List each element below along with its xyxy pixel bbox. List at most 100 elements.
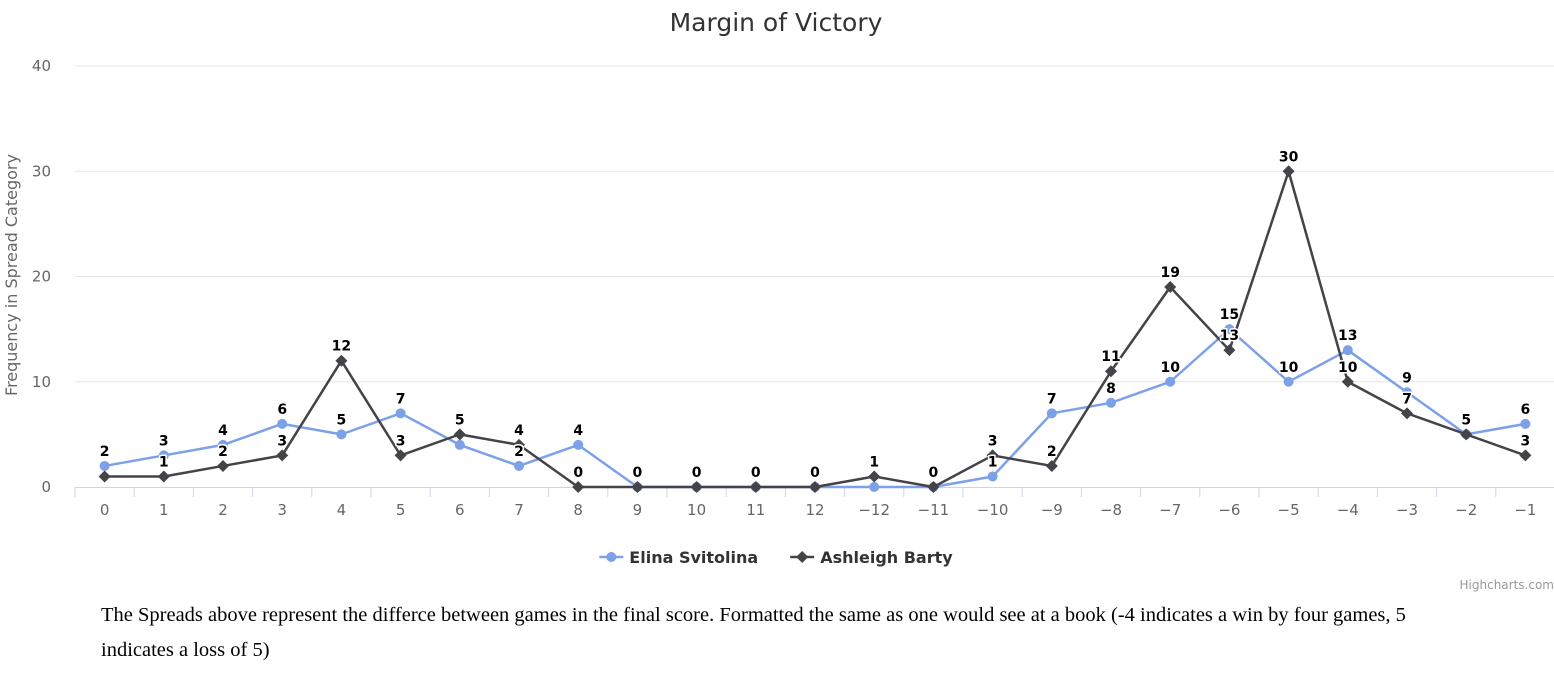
data-point (98, 470, 111, 483)
data-label: 7 (396, 391, 406, 407)
x-tick-label: 6 (455, 501, 465, 519)
data-point (572, 481, 585, 493)
data-point (1046, 408, 1057, 419)
legend-label: Elina Svitolina (629, 548, 758, 567)
y-tick-label: 0 (41, 478, 51, 496)
chart-title: Margin of Victory (670, 8, 883, 37)
data-label: 12 (332, 339, 351, 355)
x-tick-label: −12 (858, 501, 890, 519)
data-label: 1 (869, 454, 879, 470)
data-point (1520, 418, 1531, 429)
x-tick-label: 2 (218, 501, 228, 519)
y-tick-label: 40 (32, 57, 51, 75)
data-point (1519, 449, 1532, 462)
data-point (395, 408, 406, 419)
data-label: 2 (1047, 444, 1057, 460)
x-tick-label: 3 (277, 501, 287, 519)
highcharts-credits[interactable]: Highcharts.com (1460, 578, 1554, 592)
data-label: 5 (455, 412, 465, 428)
data-point (99, 460, 110, 471)
data-label: 5 (337, 412, 347, 428)
data-point (868, 470, 881, 483)
data-point (394, 449, 407, 462)
data-label: 0 (929, 465, 939, 481)
data-point (1282, 165, 1295, 178)
series-ashleigh-barty (98, 165, 1532, 493)
data-point (277, 418, 288, 429)
data-point (276, 449, 289, 462)
data-label: 10 (1160, 360, 1180, 376)
data-point (217, 459, 229, 472)
x-tick-label: 8 (573, 501, 583, 519)
data-label: 3 (159, 433, 169, 449)
x-tick-label: 0 (100, 501, 110, 519)
data-label: 7 (1402, 391, 1412, 407)
series-line (103, 327, 1527, 489)
data-point (454, 439, 465, 450)
data-point (1402, 387, 1412, 398)
data-point (1224, 324, 1235, 335)
x-tick-label: 11 (746, 501, 765, 519)
y-tick-label: 20 (32, 268, 51, 286)
data-label: 0 (810, 465, 820, 481)
data-point (690, 481, 703, 493)
legend: Elina Svitolina Ashleigh Barty (599, 548, 953, 567)
data-point (809, 481, 821, 493)
legend-item-elina-svitolina[interactable]: Elina Svitolina (599, 548, 758, 567)
gridlines (75, 65, 1554, 383)
data-label: 1 (159, 454, 169, 470)
x-tick-label: 9 (633, 501, 643, 519)
data-point (1342, 345, 1353, 356)
y-tick-label: 30 (32, 162, 51, 180)
x-tick-label: 1 (159, 501, 169, 519)
legend-marker (796, 551, 809, 563)
series-line (103, 170, 1527, 489)
y-tick-label: 10 (32, 373, 51, 391)
data-point (1105, 365, 1117, 378)
data-point (1165, 376, 1176, 387)
data-label: 2 (514, 444, 524, 460)
data-point (514, 460, 524, 471)
data-label: 19 (1160, 265, 1179, 281)
data-label: 0 (751, 465, 761, 481)
data-point (986, 449, 999, 462)
data-label: 3 (396, 433, 406, 449)
data-point (453, 428, 466, 441)
x-tick-label: −5 (1278, 501, 1300, 519)
data-point (158, 450, 169, 461)
data-label: 4 (514, 423, 524, 439)
x-tick-label: 4 (337, 501, 347, 519)
data-label: 5 (1461, 412, 1471, 428)
x-tick-label: −9 (1041, 501, 1063, 519)
data-label: 13 (1220, 328, 1239, 344)
data-point (1106, 397, 1116, 408)
series-layer (98, 165, 1532, 493)
x-tick-label: −10 (977, 501, 1009, 519)
data-point (631, 481, 644, 493)
x-tick-label: 7 (514, 501, 524, 519)
data-point (1341, 375, 1354, 388)
data-point (1045, 459, 1058, 472)
data-label: 3 (277, 433, 287, 449)
data-point (336, 429, 347, 440)
data-label: 0 (573, 465, 583, 481)
data-point (1164, 281, 1177, 294)
data-label: 4 (218, 423, 228, 439)
data-label: 10 (1279, 360, 1299, 376)
data-label: 13 (1338, 328, 1357, 344)
data-point (157, 470, 170, 483)
data-point (513, 438, 525, 451)
legend-marker (606, 552, 617, 562)
data-point (987, 471, 998, 482)
data-label: 0 (692, 465, 702, 481)
x-tick-label: −6 (1218, 501, 1240, 519)
data-point (1223, 344, 1236, 357)
data-point (1283, 376, 1294, 387)
legend-item-ashleigh-barty[interactable]: Ashleigh Barty (790, 548, 953, 567)
data-point (573, 439, 584, 450)
data-label: 1 (988, 454, 998, 470)
data-label: 6 (1521, 402, 1531, 418)
data-label: 9 (1402, 370, 1412, 386)
